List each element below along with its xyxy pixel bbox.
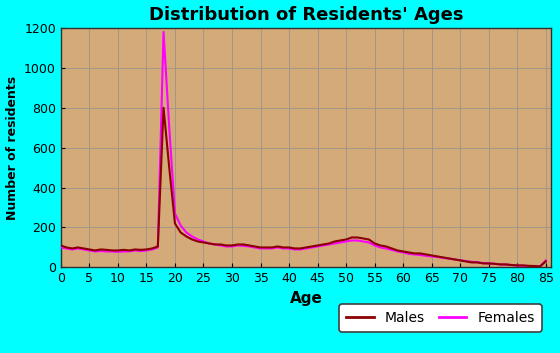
Title: Distribution of Residents' Ages: Distribution of Residents' Ages — [149, 6, 464, 24]
Y-axis label: Number of residents: Number of residents — [6, 76, 18, 220]
Legend: Males, Females: Males, Females — [339, 304, 542, 332]
X-axis label: Age: Age — [290, 291, 323, 306]
